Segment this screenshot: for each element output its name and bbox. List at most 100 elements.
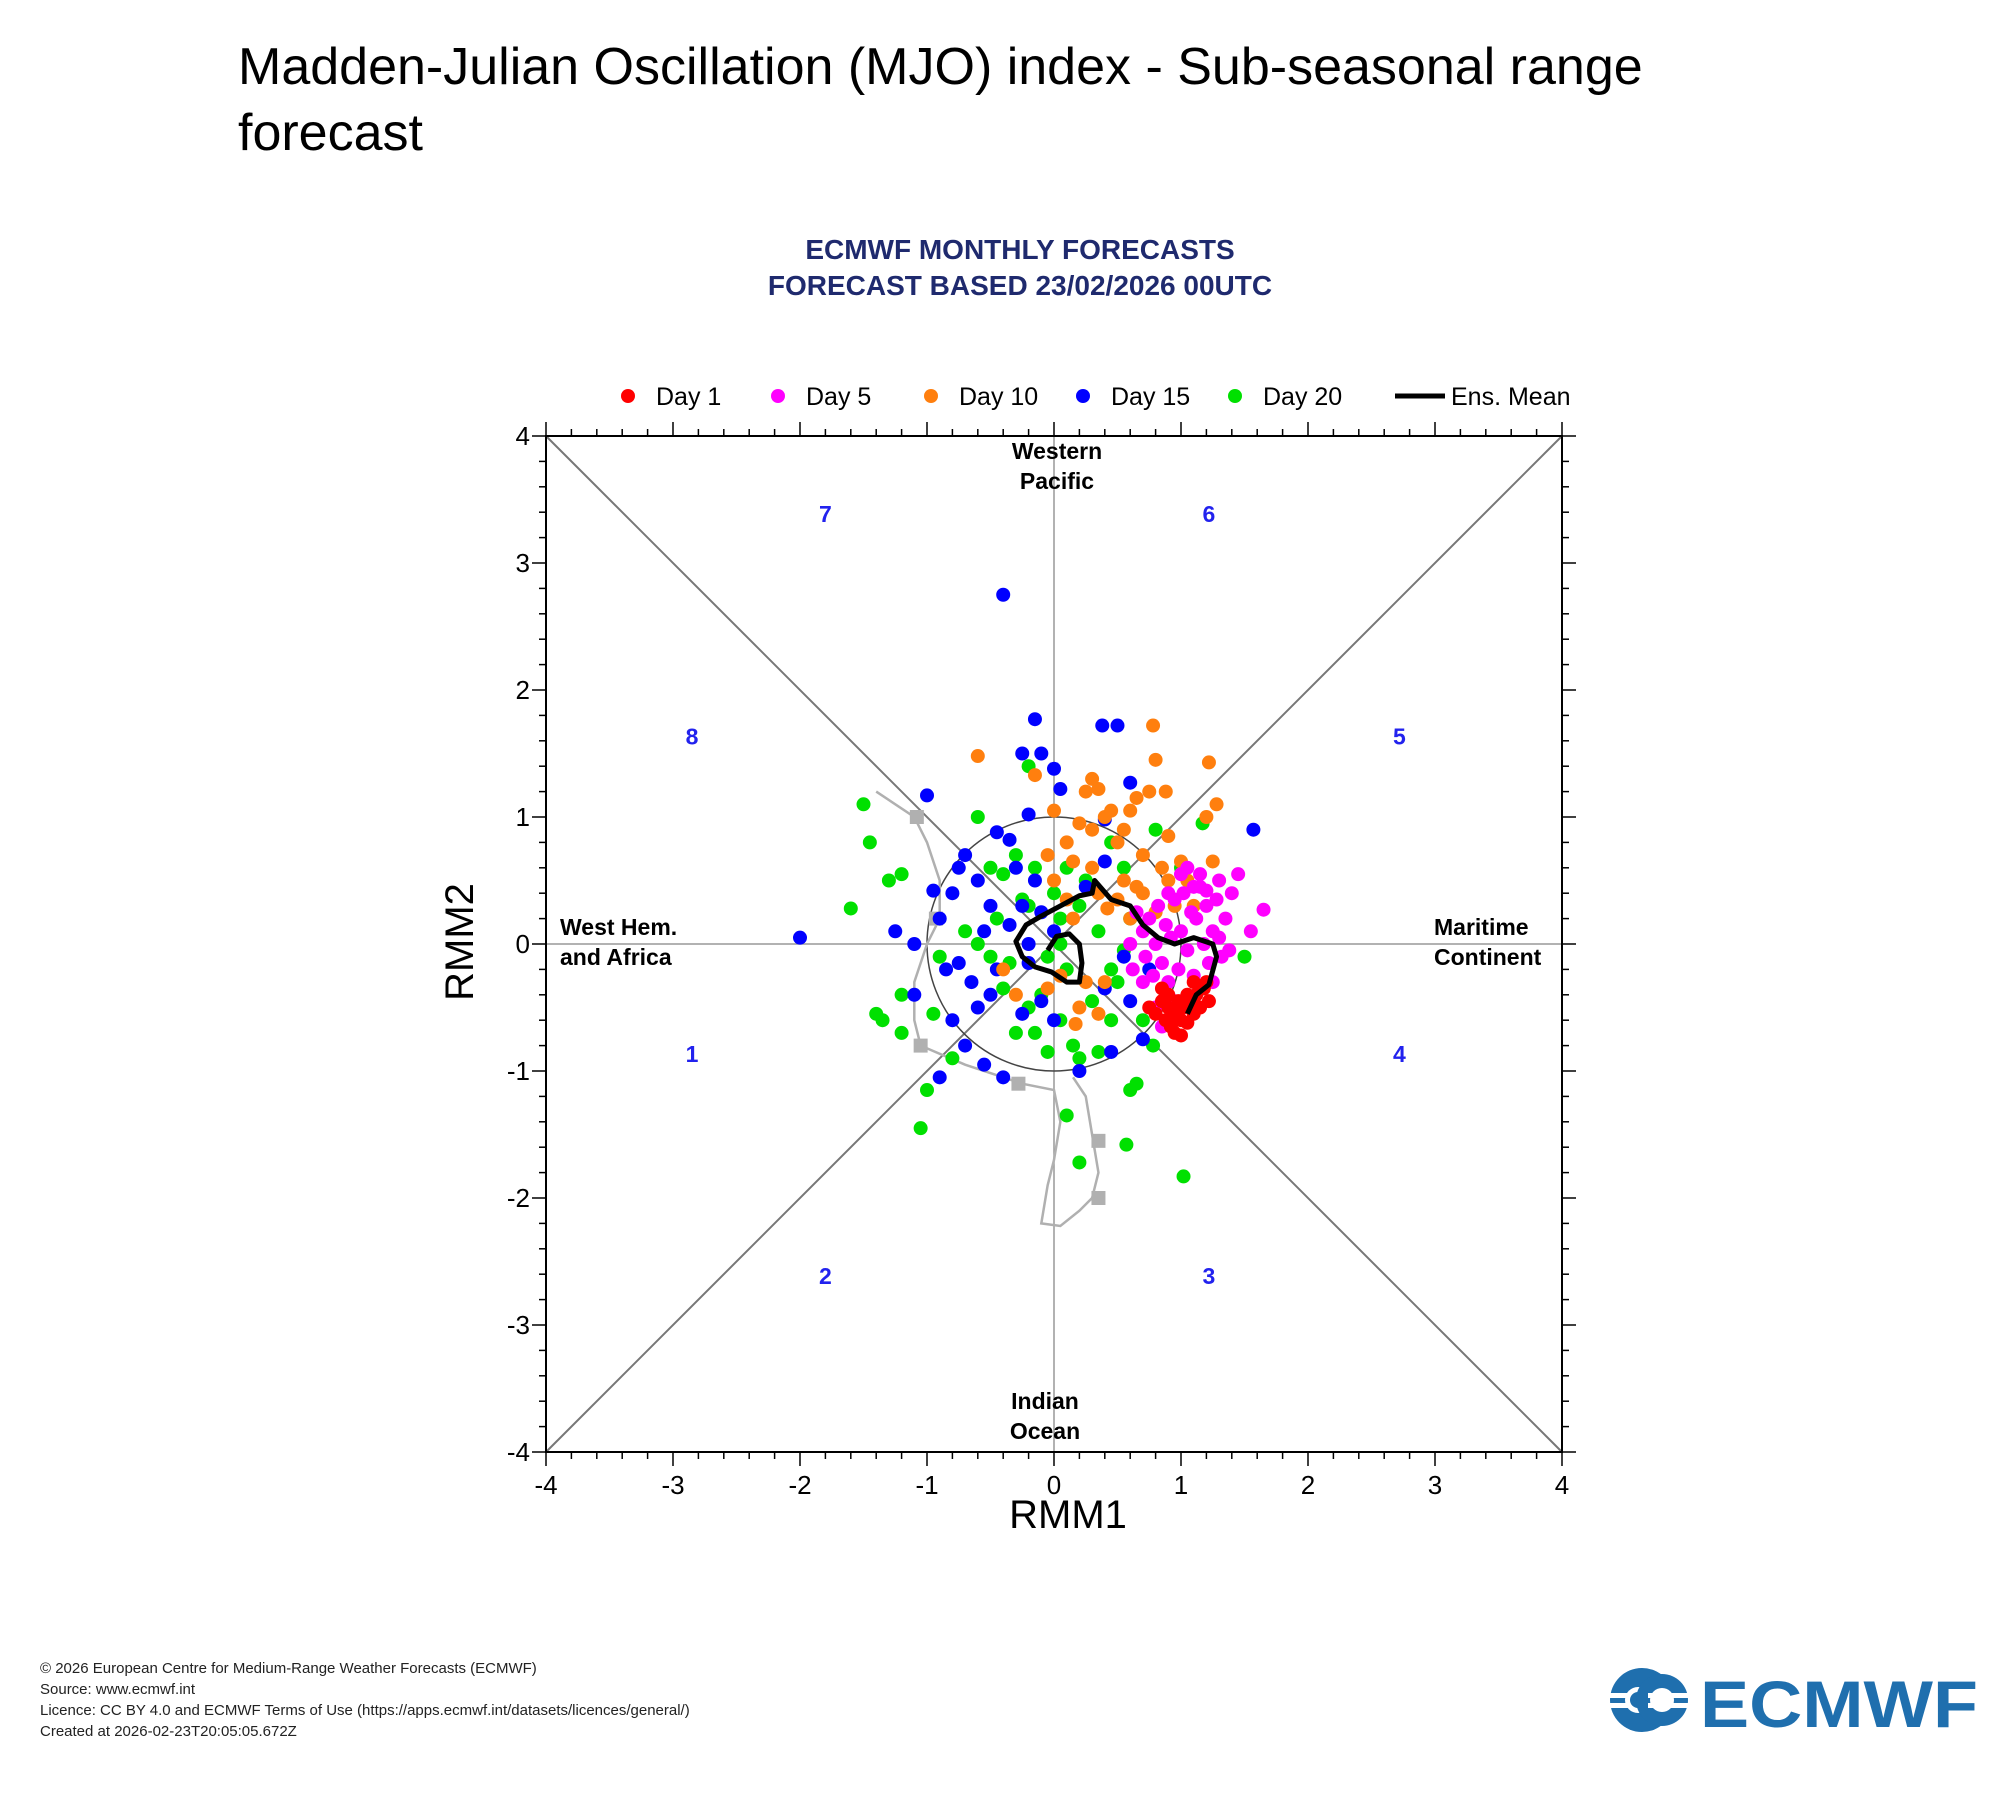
point-day-5 — [1231, 867, 1246, 882]
point-day-15 — [1034, 746, 1049, 761]
point-day-15 — [1123, 775, 1138, 790]
point-day-20 — [1008, 1025, 1023, 1040]
point-day-5 — [1142, 911, 1157, 926]
point-day-15 — [1027, 873, 1042, 888]
point-day-20 — [1053, 911, 1068, 926]
point-day-5 — [1218, 911, 1233, 926]
phase-label: 6 — [1203, 501, 1216, 527]
point-day-10 — [1072, 816, 1087, 831]
x-tick-label: 2 — [1301, 1470, 1315, 1500]
point-day-20 — [996, 981, 1011, 996]
point-day-15 — [970, 873, 985, 888]
point-day-10 — [1091, 1006, 1106, 1021]
point-day-5 — [1189, 911, 1204, 926]
point-day-1 — [1174, 1028, 1188, 1043]
point-day-20 — [1085, 994, 1100, 1009]
point-day-20 — [894, 987, 909, 1002]
point-day-10 — [1123, 803, 1138, 818]
point-day-20 — [1047, 886, 1061, 901]
point-day-10 — [1205, 854, 1220, 869]
point-day-20 — [926, 1006, 941, 1021]
ecmwf-logo-text: ECMWF — [1700, 1667, 1978, 1735]
point-day-10 — [970, 749, 985, 764]
point-day-15 — [1021, 807, 1036, 822]
point-day-20 — [1237, 949, 1252, 964]
observed-track-marker — [1091, 1191, 1106, 1205]
point-day-5 — [1222, 943, 1237, 958]
point-day-20 — [983, 860, 998, 875]
ensemble-points — [793, 587, 1271, 1184]
point-day-5 — [1212, 930, 1227, 945]
point-day-20 — [970, 810, 985, 824]
point-day-15 — [983, 987, 998, 1002]
region-labels: Western Pacific Indian Ocean West Hem. a… — [560, 438, 1542, 1444]
x-tick-label: 3 — [1428, 1470, 1442, 1500]
point-day-15 — [1002, 832, 1017, 847]
point-day-10 — [996, 962, 1011, 977]
point-day-15 — [1097, 854, 1112, 869]
point-day-20 — [1119, 1137, 1134, 1152]
point-day-5 — [1209, 892, 1224, 907]
point-day-10 — [1085, 771, 1100, 786]
region-label-continent: Continent — [1434, 944, 1542, 970]
y-tick-label: -3 — [507, 1310, 530, 1340]
point-day-5 — [1171, 962, 1186, 977]
point-day-5 — [1224, 886, 1239, 901]
point-day-15 — [996, 1070, 1011, 1085]
point-day-15 — [970, 1000, 985, 1015]
point-day-20 — [894, 867, 909, 882]
y-tick-label: -2 — [507, 1183, 530, 1213]
point-day-20 — [881, 873, 896, 888]
point-day-20 — [920, 1083, 934, 1098]
point-day-20 — [1027, 1025, 1042, 1040]
point-day-15 — [996, 587, 1011, 602]
legend-marker-day-15 — [1076, 389, 1090, 403]
footer-copyright: © 2026 European Centre for Medium-Range … — [40, 1660, 537, 1677]
point-day-15 — [1047, 761, 1061, 776]
point-day-20 — [932, 949, 947, 964]
point-day-15 — [1015, 1006, 1030, 1021]
region-label-indian: Indian — [1011, 1388, 1079, 1414]
point-day-20 — [1072, 1155, 1087, 1170]
point-day-10 — [1091, 782, 1106, 797]
point-day-20 — [1135, 1013, 1150, 1028]
point-day-10 — [1154, 860, 1169, 875]
region-label-pacific: Pacific — [1020, 468, 1094, 494]
point-day-5 — [1199, 883, 1214, 898]
point-day-15 — [989, 825, 1004, 840]
legend-label-day-10: Day 10 — [959, 383, 1038, 411]
point-day-20 — [1091, 924, 1106, 939]
point-day-10 — [1085, 822, 1100, 837]
point-day-15 — [1110, 718, 1125, 733]
point-day-20 — [856, 797, 871, 812]
point-day-5 — [1161, 886, 1176, 901]
ensemble-mean — [1013, 878, 1220, 1015]
point-day-15 — [1116, 949, 1131, 964]
phase-label: 1 — [686, 1041, 699, 1067]
observed-track-marker — [909, 810, 924, 824]
mjo-phase-diagram: ECMWF MONTHLY FORECASTS FORECAST BASED 2… — [438, 234, 1576, 1537]
ecmwf-logo: ECMWF — [1610, 1667, 1978, 1735]
point-day-20 — [1129, 1076, 1144, 1091]
point-day-15 — [1002, 917, 1017, 932]
point-day-15 — [983, 898, 998, 913]
point-day-15 — [907, 987, 922, 1002]
point-day-1 — [1154, 981, 1169, 996]
x-tick-label: -4 — [534, 1470, 557, 1500]
point-day-10 — [1142, 784, 1157, 799]
point-day-10 — [1072, 1000, 1087, 1015]
point-day-10 — [1158, 784, 1173, 799]
x-tick-label: -2 — [788, 1470, 811, 1500]
y-tick-label: 0 — [516, 929, 530, 959]
point-day-15 — [926, 883, 941, 898]
point-day-10 — [1129, 790, 1144, 805]
point-day-20 — [1148, 822, 1163, 837]
point-day-5 — [1193, 867, 1208, 882]
y-tick-label: -1 — [507, 1056, 530, 1086]
legend-label-day-20: Day 20 — [1263, 383, 1342, 411]
point-day-10 — [1146, 718, 1161, 733]
point-day-10 — [1040, 981, 1055, 996]
point-day-1 — [1148, 1006, 1163, 1021]
point-day-15 — [1135, 1032, 1150, 1047]
point-day-15 — [1095, 718, 1110, 733]
